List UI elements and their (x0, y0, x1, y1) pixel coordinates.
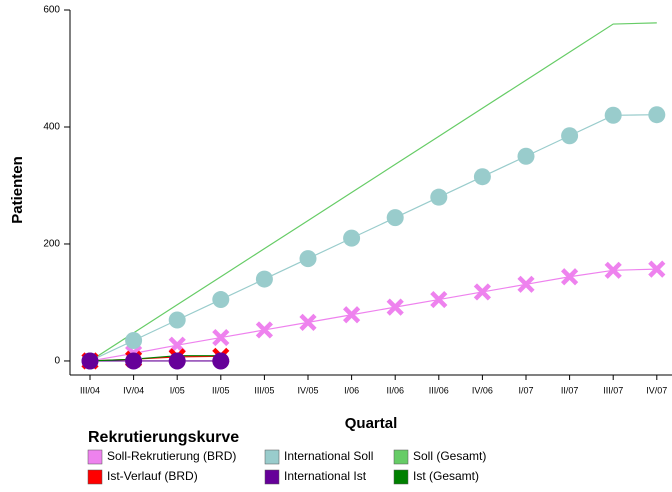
x-tick-label: IV/06 (472, 385, 493, 395)
marker (604, 261, 622, 279)
y-tick-label: 0 (54, 356, 60, 367)
y-axis-label: Patienten (9, 156, 26, 224)
legend-label: Soll (Gesamt) (413, 449, 486, 463)
x-tick-label: III/06 (429, 385, 449, 395)
marker (125, 331, 143, 349)
marker (168, 311, 186, 329)
legend-label: Soll-Rekrutierung (BRD) (107, 449, 236, 463)
marker (473, 283, 491, 301)
x-tick-label: IV/05 (297, 385, 318, 395)
legend-label: International Soll (284, 449, 373, 463)
marker (561, 268, 579, 286)
legend-swatch (393, 449, 409, 465)
x-axis-label: Quartal (345, 415, 398, 432)
marker (517, 147, 535, 165)
marker (648, 260, 666, 278)
marker (81, 352, 99, 370)
marker (255, 270, 273, 288)
legend-title: Rekrutierungskurve (88, 429, 239, 446)
marker (430, 188, 448, 206)
y-tick-label: 600 (43, 5, 60, 16)
marker (125, 352, 143, 370)
marker (212, 291, 230, 309)
x-tick-label: I/06 (344, 385, 359, 395)
marker (255, 321, 273, 339)
marker (473, 168, 491, 186)
marker (343, 306, 361, 324)
marker (517, 275, 535, 293)
marker (430, 290, 448, 309)
legend-swatch (87, 469, 103, 485)
y-tick-label: 400 (43, 122, 60, 133)
marker (168, 352, 186, 370)
x-tick-label: II/05 (212, 385, 230, 395)
x-tick-label: I/05 (170, 385, 185, 395)
marker (343, 229, 361, 247)
legend-label: International Ist (284, 469, 367, 483)
x-tick-label: III/07 (603, 385, 623, 395)
marker (386, 298, 404, 316)
x-tick-label: III/05 (254, 385, 274, 395)
legend-label: Ist (Gesamt) (413, 469, 479, 483)
y-tick-label: 200 (43, 239, 60, 250)
marker (212, 352, 230, 370)
marker (212, 328, 230, 347)
legend-swatch (264, 469, 280, 485)
series-line (89, 268, 657, 362)
series-line (89, 22, 657, 362)
legend-label: Ist-Verlauf (BRD) (107, 469, 198, 483)
marker (604, 106, 622, 124)
x-tick-label: III/04 (80, 385, 100, 395)
x-tick-label: II/06 (386, 385, 404, 395)
marker (386, 209, 404, 227)
x-tick-label: IV/07 (646, 385, 667, 395)
marker (299, 313, 317, 331)
legend-swatch (87, 449, 103, 465)
x-tick-label: I/07 (518, 385, 533, 395)
legend-swatch (264, 449, 280, 465)
legend-swatch (393, 469, 409, 485)
marker (299, 250, 317, 268)
x-tick-label: IV/04 (123, 385, 144, 395)
marker (561, 127, 579, 145)
marker (648, 106, 666, 124)
series-line (89, 355, 221, 362)
x-tick-label: II/07 (561, 385, 579, 395)
